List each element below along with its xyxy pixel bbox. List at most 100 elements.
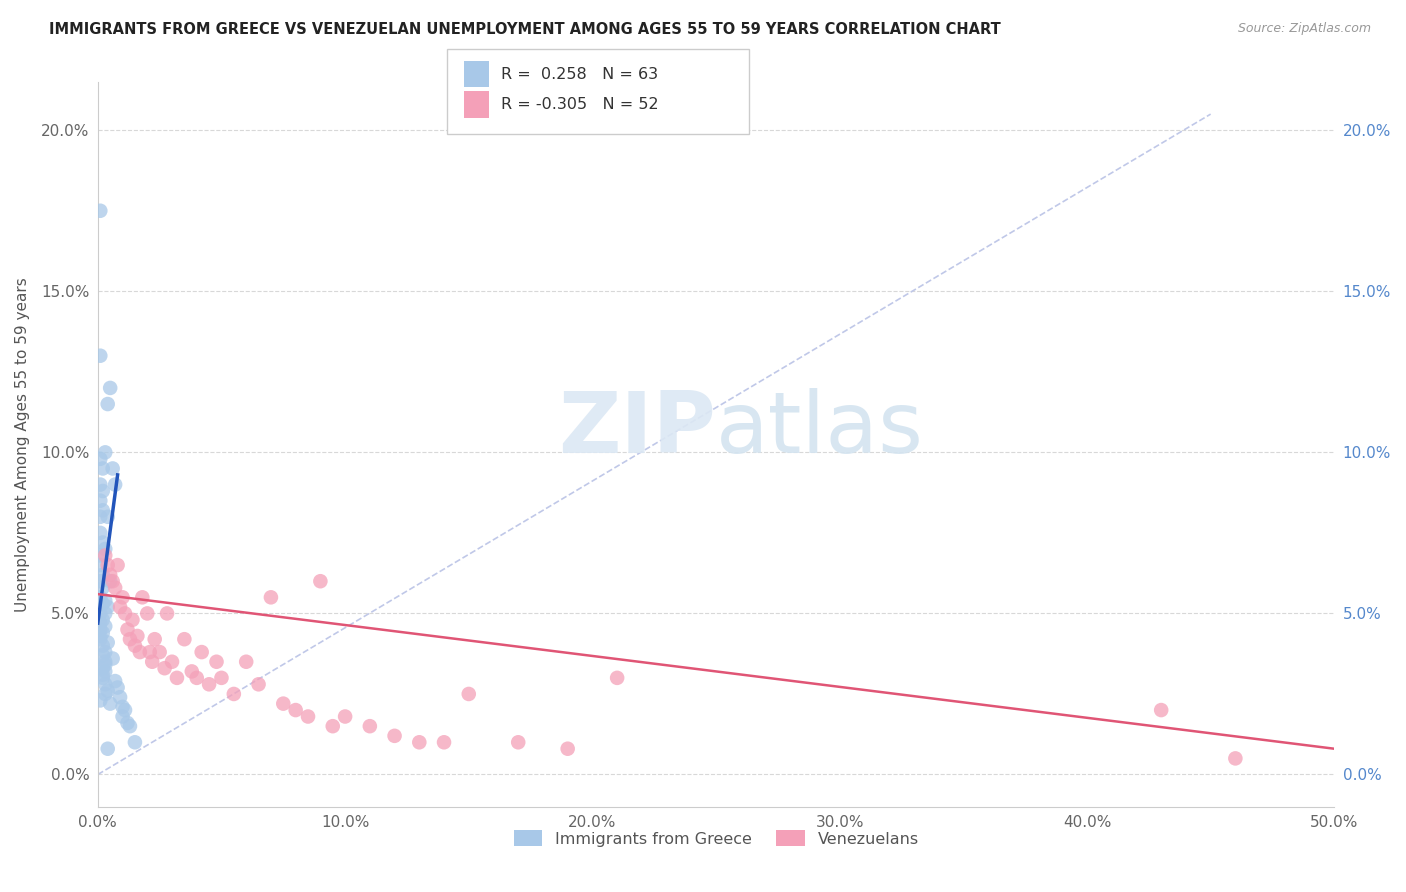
Point: [322, 719, 344, 733]
Point: [114, 703, 136, 717]
Point: [121, 613, 143, 627]
Point: [89, 349, 111, 363]
Point: [89, 493, 111, 508]
Point: [94, 687, 117, 701]
Point: [89, 525, 111, 540]
Point: [89, 623, 111, 637]
Point: [94, 541, 117, 556]
Text: R = -0.305   N = 52: R = -0.305 N = 52: [501, 97, 658, 112]
Point: [89, 629, 111, 643]
Point: [89, 574, 111, 589]
Point: [359, 719, 381, 733]
Point: [91, 613, 114, 627]
Point: [98, 381, 121, 395]
Point: [98, 567, 121, 582]
Point: [91, 671, 114, 685]
Point: [91, 461, 114, 475]
Legend: Immigrants from Greece, Venezuelans: Immigrants from Greece, Venezuelans: [508, 823, 925, 853]
Point: [457, 687, 479, 701]
Point: [97, 683, 120, 698]
Point: [384, 729, 406, 743]
Point: [94, 645, 117, 659]
Point: [89, 549, 111, 563]
Point: [131, 591, 153, 605]
Point: [98, 697, 121, 711]
Text: IMMIGRANTS FROM GREECE VS VENEZUELAN UNEMPLOYMENT AMONG AGES 55 TO 59 YEARS CORR: IMMIGRANTS FROM GREECE VS VENEZUELAN UNE…: [49, 22, 1001, 37]
Point: [91, 535, 114, 549]
Point: [91, 503, 114, 517]
Point: [124, 639, 146, 653]
Point: [180, 665, 202, 679]
Point: [101, 574, 124, 589]
Point: [91, 648, 114, 663]
Point: [91, 625, 114, 640]
Point: [89, 558, 111, 573]
Point: [91, 581, 114, 595]
Point: [235, 655, 257, 669]
Y-axis label: Unemployment Among Ages 55 to 59 years: Unemployment Among Ages 55 to 59 years: [15, 277, 30, 612]
Point: [205, 655, 228, 669]
Point: [94, 549, 117, 563]
Point: [118, 719, 141, 733]
Point: [124, 735, 146, 749]
Point: [166, 671, 188, 685]
Point: [97, 509, 120, 524]
Point: [260, 591, 283, 605]
Point: [139, 645, 162, 659]
Text: R =  0.258   N = 63: R = 0.258 N = 63: [501, 67, 658, 81]
Point: [108, 690, 131, 705]
Point: [97, 397, 120, 411]
Point: [107, 558, 129, 573]
Point: [160, 655, 183, 669]
Point: [198, 677, 221, 691]
Point: [333, 709, 356, 723]
Point: [606, 671, 628, 685]
Point: [89, 607, 111, 621]
Point: [89, 632, 111, 647]
Point: [97, 599, 120, 614]
Point: [89, 591, 111, 605]
Point: [297, 709, 319, 723]
Point: [108, 599, 131, 614]
Point: [89, 509, 111, 524]
Point: [186, 671, 208, 685]
Point: [104, 581, 127, 595]
Point: [98, 574, 121, 589]
Point: [94, 655, 117, 669]
Point: [271, 697, 294, 711]
Point: [1225, 751, 1247, 765]
Point: [94, 619, 117, 633]
Point: [127, 629, 149, 643]
Point: [91, 661, 114, 675]
Point: [136, 607, 159, 621]
Point: [111, 591, 134, 605]
Point: [173, 632, 195, 647]
Point: [128, 645, 150, 659]
Point: [114, 607, 136, 621]
Point: [149, 645, 172, 659]
Point: [89, 203, 111, 218]
Point: [89, 451, 111, 466]
Point: [117, 715, 139, 730]
Point: [508, 735, 530, 749]
Point: [89, 693, 111, 707]
Point: [222, 687, 245, 701]
Point: [94, 593, 117, 607]
Point: [89, 477, 111, 491]
Point: [94, 445, 117, 459]
Point: [143, 632, 166, 647]
Point: [111, 699, 134, 714]
Point: [91, 667, 114, 681]
Point: [94, 665, 117, 679]
Point: [1150, 703, 1173, 717]
Text: atlas: atlas: [716, 388, 924, 471]
Point: [190, 645, 212, 659]
Point: [94, 677, 117, 691]
Point: [91, 567, 114, 582]
Point: [94, 607, 117, 621]
Point: [91, 639, 114, 653]
Point: [101, 651, 124, 665]
Point: [117, 623, 139, 637]
Point: [118, 632, 141, 647]
Point: [104, 674, 127, 689]
